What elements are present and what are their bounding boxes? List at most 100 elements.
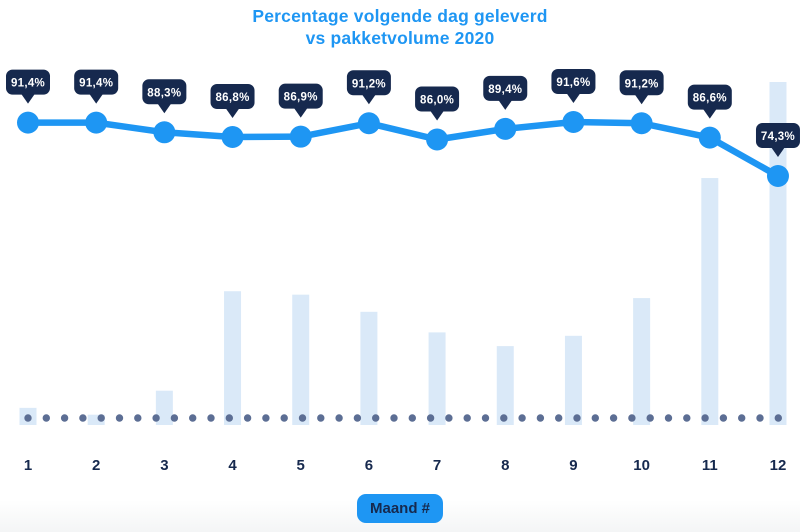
- baseline-dot: [372, 414, 380, 422]
- value-tooltip: [415, 86, 460, 112]
- value-tooltip-pointer: [157, 103, 172, 114]
- baseline-dot: [573, 414, 581, 422]
- value-tooltip-pointer: [21, 93, 35, 104]
- chart-title: Percentage volgende dag geleverd vs pakk…: [0, 5, 800, 49]
- value-tooltip: [74, 69, 119, 95]
- baseline-dot: [738, 414, 746, 422]
- baseline-dot: [353, 414, 362, 422]
- value-tooltip: [687, 84, 732, 110]
- volume-bar: [428, 332, 446, 425]
- baseline-dot: [774, 414, 782, 422]
- value-tooltip-pointer: [634, 94, 649, 105]
- value-tooltip-label: 86,9%: [284, 92, 318, 104]
- baseline-dot: [664, 414, 673, 422]
- value-tooltip: [551, 69, 596, 95]
- value-tooltip-pointer: [89, 93, 104, 104]
- data-point-marker: [426, 128, 449, 151]
- x-axis-label-badge: Maand #: [356, 494, 444, 523]
- value-tooltip-pointer: [566, 93, 581, 104]
- volume-bar: [360, 311, 378, 425]
- volume-bar: [701, 178, 719, 425]
- value-tooltip-pointer: [498, 99, 513, 110]
- baseline-dot: [628, 414, 636, 422]
- volume-bar: [633, 298, 651, 425]
- value-tooltip: [6, 69, 50, 95]
- month-label: 1: [24, 457, 32, 474]
- data-point-marker: [766, 164, 789, 187]
- value-tooltip-pointer: [770, 146, 785, 157]
- baseline-dot: [719, 414, 728, 422]
- baseline-dot: [134, 414, 142, 422]
- volume-bar: [155, 390, 173, 425]
- value-tooltip: [142, 79, 187, 105]
- data-point-marker: [562, 111, 585, 134]
- data-point-marker: [85, 111, 108, 134]
- month-label: 6: [365, 457, 373, 474]
- month-label: 3: [160, 457, 168, 474]
- baseline-dot: [317, 414, 325, 422]
- value-tooltip-label: 86,0%: [420, 94, 454, 106]
- volume-bar: [292, 294, 310, 425]
- baseline-dot: [79, 414, 87, 422]
- data-point-marker: [289, 125, 312, 148]
- data-point-marker: [698, 126, 721, 149]
- baseline-dot: [335, 414, 343, 422]
- baseline-dot: [280, 414, 288, 422]
- data-point-marker: [221, 125, 244, 148]
- volume-bar: [224, 291, 242, 425]
- baseline-dot: [426, 414, 435, 422]
- month-label: 12: [770, 457, 787, 474]
- baseline-dot: [24, 414, 32, 422]
- value-tooltip-label: 91,2%: [352, 78, 386, 90]
- baseline-dot: [518, 414, 526, 422]
- baseline-dot: [298, 414, 307, 422]
- volume-bar: [564, 335, 582, 425]
- volume-bar: [87, 414, 105, 425]
- month-label: 4: [228, 457, 237, 474]
- baseline-dot: [262, 414, 270, 422]
- baseline-dot: [97, 414, 105, 422]
- month-label: 2: [92, 457, 100, 474]
- baseline-dot: [481, 414, 490, 422]
- value-tooltip-label: 91,4%: [79, 78, 113, 90]
- data-point-marker: [357, 112, 380, 135]
- baseline-dot: [152, 414, 160, 422]
- baseline-dot: [463, 414, 471, 422]
- month-label: 8: [501, 457, 509, 474]
- baseline-dot: [500, 414, 508, 422]
- value-tooltip: [346, 70, 391, 96]
- month-label: 11: [702, 457, 718, 474]
- baseline-dot: [42, 414, 50, 422]
- value-tooltip-label: 86,6%: [693, 93, 727, 105]
- volume-bar: [496, 346, 514, 425]
- value-tooltip: [210, 83, 255, 109]
- value-tooltip-pointer: [702, 108, 717, 119]
- baseline-dot: [536, 414, 545, 422]
- value-tooltip-label: 86,8%: [215, 92, 249, 104]
- chart-title-line2: vs pakketvolume 2020: [305, 28, 495, 48]
- chart-title-line1: Percentage volgende dag geleverd: [252, 6, 548, 26]
- baseline-dot: [683, 414, 691, 422]
- value-tooltip: [755, 122, 800, 148]
- value-tooltip-pointer: [361, 94, 376, 105]
- month-label: 9: [569, 457, 577, 474]
- value-tooltip: [483, 75, 528, 101]
- baseline-dot: [408, 414, 416, 422]
- data-point-marker: [17, 111, 39, 134]
- baseline-dot: [170, 414, 179, 422]
- baseline-dot: [390, 414, 398, 422]
- baseline-dot: [756, 414, 764, 422]
- baseline-dot: [207, 414, 215, 422]
- baseline-dot: [115, 414, 124, 422]
- baseline-dot: [189, 414, 197, 422]
- value-tooltip-label: 91,2%: [625, 78, 659, 90]
- value-tooltip-label: 74,3%: [761, 131, 795, 143]
- baseline-dot: [609, 414, 618, 422]
- value-tooltip-pointer: [293, 107, 308, 118]
- data-point-marker: [630, 112, 653, 135]
- baseline-dot: [225, 414, 233, 422]
- month-label: 10: [633, 457, 650, 474]
- baseline-dot: [646, 414, 654, 422]
- value-tooltip-label: 91,6%: [556, 77, 590, 89]
